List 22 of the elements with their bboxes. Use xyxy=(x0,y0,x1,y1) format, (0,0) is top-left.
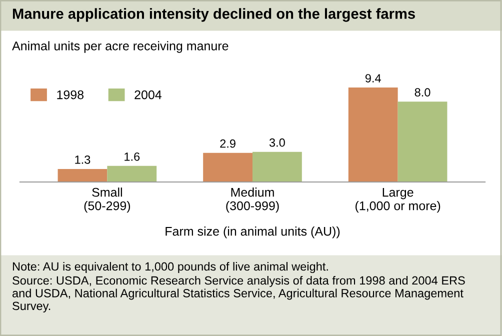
data-label: 1.6 xyxy=(124,152,140,161)
y-axis-title: Animal units per acre receiving manure xyxy=(12,41,228,53)
data-label: 2.9 xyxy=(220,139,236,148)
bar xyxy=(398,102,448,182)
data-label: 9.4 xyxy=(365,74,381,82)
source-note: Source: USDA, Economic Research Service analysis of data from 1998 and 2004 ERS and USDA, National Agricultural Statistics Service, Agricultural Resource Management Survey. xyxy=(12,276,465,312)
data-label: 8.0 xyxy=(414,88,430,97)
x-axis-title: Farm size (in animal units (AU)) xyxy=(166,226,340,238)
x-tick-label: Small (50-299) xyxy=(84,188,130,213)
chart-title: Manure application intensity declined on the largest farms xyxy=(12,8,415,22)
bar xyxy=(348,88,398,182)
legend-label: 1998 xyxy=(57,90,84,100)
x-tick-label: Medium (300-999) xyxy=(226,188,279,213)
bar xyxy=(203,152,252,182)
bar xyxy=(252,152,302,182)
legend-label: 2004 xyxy=(134,90,162,100)
bar xyxy=(107,166,157,182)
x-tick-label: Large (1,000 or more) xyxy=(356,188,440,213)
data-label: 1.3 xyxy=(75,155,90,164)
data-label: 3.0 xyxy=(269,138,285,147)
bar xyxy=(58,168,108,182)
text: Note: AU is equivalent to 1,000 pounds of live animal weight. xyxy=(12,262,328,274)
